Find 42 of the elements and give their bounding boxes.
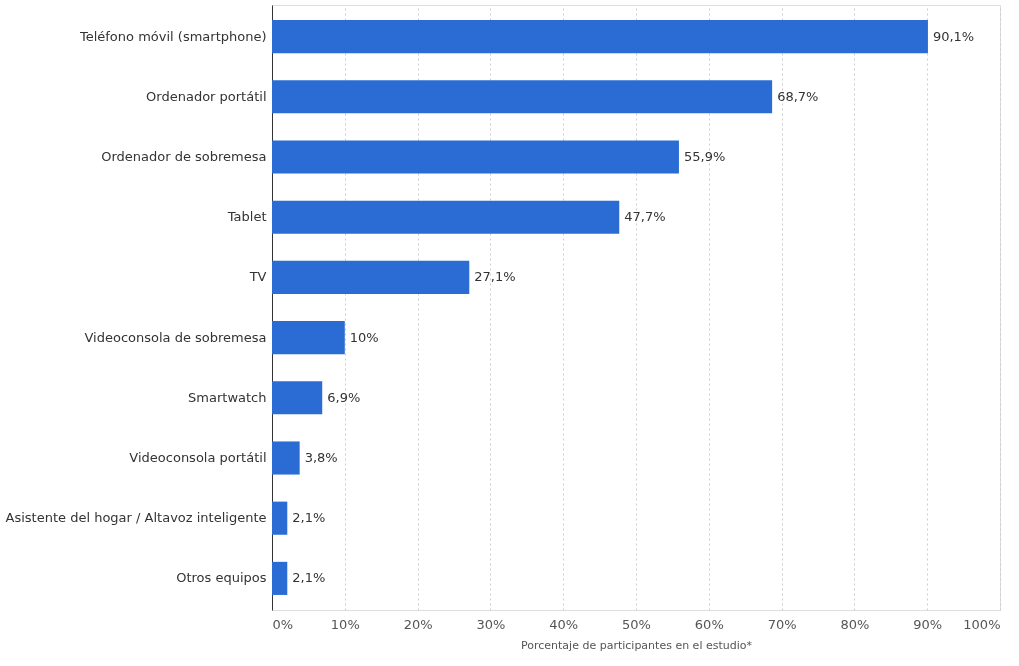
data-label: 3,8% bbox=[304, 450, 338, 465]
data-label: 10% bbox=[349, 329, 379, 345]
data-label: 6,9% bbox=[327, 389, 361, 405]
y-tick-label: Asistente del hogar / Altavoz inteligente bbox=[5, 510, 267, 526]
y-tick-label: Videoconsola portátil bbox=[129, 450, 267, 465]
bar bbox=[272, 561, 288, 595]
data-label: 90,1% bbox=[932, 28, 975, 44]
y-tick-label: Teléfono móvil (smartphone) bbox=[78, 28, 267, 44]
bar bbox=[272, 80, 773, 114]
y-tick-label: Otros equipos bbox=[176, 570, 267, 586]
y-tick-label: Videoconsola de sobremesa bbox=[84, 329, 267, 345]
bar bbox=[272, 20, 928, 54]
data-label: 2,1% bbox=[292, 570, 326, 586]
data-label: 47,7% bbox=[624, 209, 666, 225]
y-tick-label: Ordenador de sobremesa bbox=[101, 149, 267, 164]
bar bbox=[272, 140, 679, 174]
x-tick-label: 40% bbox=[549, 616, 579, 632]
x-tick-label: 10% bbox=[330, 616, 360, 632]
x-tick-label: 80% bbox=[840, 616, 870, 632]
data-label: 2,1% bbox=[292, 510, 326, 526]
bar bbox=[272, 441, 300, 475]
x-tick-label: 30% bbox=[476, 616, 506, 632]
data-label: 55,9% bbox=[683, 149, 726, 164]
x-tick-label: 70% bbox=[767, 616, 797, 632]
bar bbox=[272, 501, 288, 535]
data-label: 68,7% bbox=[777, 88, 819, 104]
x-tick-label: 90% bbox=[913, 616, 943, 632]
y-tick-label: Tablet bbox=[226, 209, 267, 225]
x-tick-label: 20% bbox=[403, 616, 433, 632]
x-tick-label: 50% bbox=[622, 616, 651, 632]
bar bbox=[272, 260, 470, 294]
y-tick-label: Ordenador portátil bbox=[146, 88, 267, 104]
x-tick-label: 60% bbox=[694, 616, 724, 632]
bar bbox=[272, 321, 345, 355]
x-tick-label: 100% bbox=[963, 616, 1001, 632]
data-label: 27,1% bbox=[474, 269, 516, 285]
y-tick-label: Smartwatch bbox=[188, 389, 267, 405]
bar bbox=[272, 200, 620, 234]
x-tick-label: 0% bbox=[272, 616, 294, 632]
bar bbox=[272, 381, 323, 415]
x-axis-title: Porcentaje de participantes en el estudio* bbox=[521, 638, 753, 652]
y-tick-label: TV bbox=[248, 269, 267, 285]
